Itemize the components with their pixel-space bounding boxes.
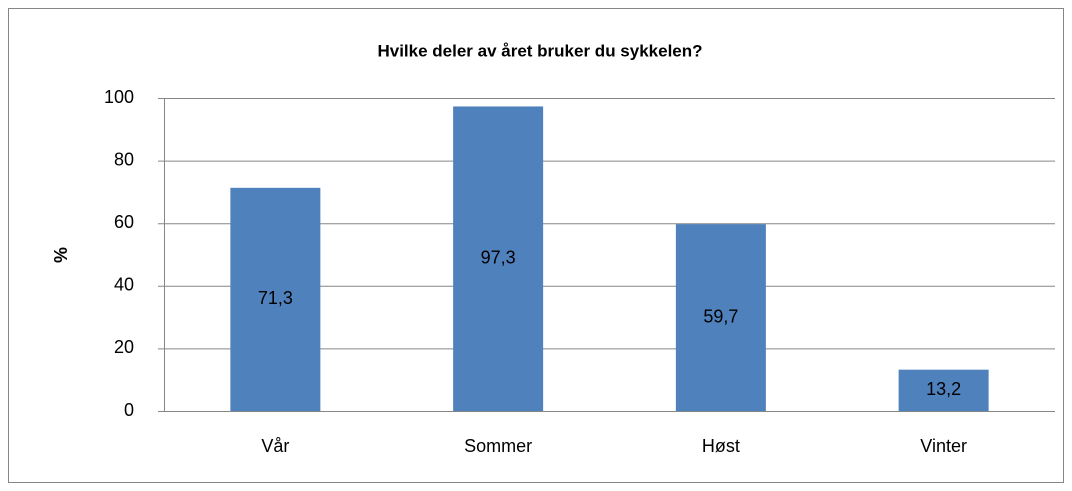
y-tick-label: 60 (114, 212, 134, 232)
bar (898, 369, 989, 411)
y-tick-label: 0 (124, 400, 134, 420)
data-label: 59,7 (703, 306, 738, 326)
x-tick-label: Vinter (920, 436, 967, 456)
chart-title: Hvilke deler av året bruker du sykkelen? (377, 41, 702, 60)
data-label: 97,3 (481, 247, 516, 267)
x-tick-label: Vår (261, 436, 289, 456)
y-tick-label: 40 (114, 275, 134, 295)
data-label: 13,2 (926, 379, 961, 399)
bar (453, 106, 544, 412)
bar (230, 187, 321, 411)
bar (675, 224, 766, 411)
data-label: 71,3 (258, 288, 293, 308)
x-tick-label: Sommer (464, 436, 532, 456)
y-tick-label: 20 (114, 337, 134, 357)
y-axis-label: % (51, 247, 71, 263)
y-tick-label: 100 (104, 87, 134, 107)
y-tick-label: 80 (114, 149, 134, 169)
x-tick-label: Høst (702, 436, 740, 456)
